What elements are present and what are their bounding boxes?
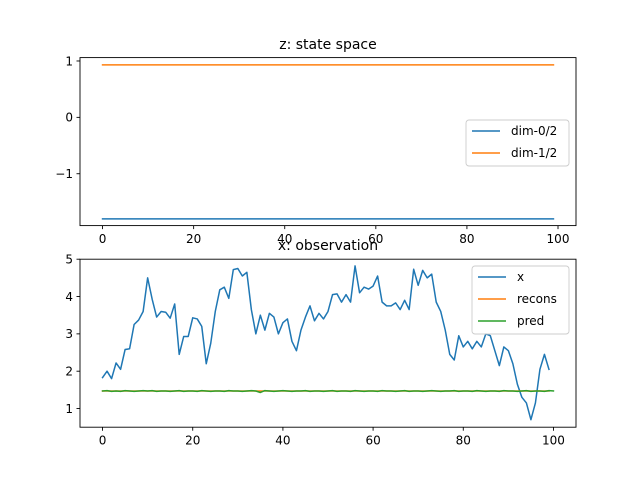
y-tick-label: 3	[65, 327, 73, 341]
legend: x recons pred	[471, 265, 570, 335]
x-tick-label: 80	[459, 232, 474, 246]
plot-lines	[101, 64, 555, 220]
legend: dim-0/2 dim-1/2	[465, 119, 570, 167]
axis-ticks: 0 20 40 60 80 100 5 4 3 2 1	[65, 253, 565, 448]
y-tick-label: 1	[65, 402, 73, 416]
y-tick-label: 4	[65, 290, 73, 304]
axes-frame	[79, 57, 577, 227]
legend-frame	[471, 265, 570, 335]
x-tick-label: 80	[456, 434, 471, 448]
legend-label-recons: recons	[517, 292, 557, 306]
axes-frame	[79, 258, 577, 428]
y-tick-label: −1	[55, 167, 73, 181]
x-tick-label: 0	[99, 434, 107, 448]
x-tick-label: 20	[185, 434, 200, 448]
legend-label-x: x	[517, 270, 524, 284]
axis-ticks: 0 20 40 60 80 100 1 0 −1	[55, 54, 569, 246]
x-tick-label: 60	[365, 434, 380, 448]
x-tick-label: 0	[99, 232, 107, 246]
plot-lines	[101, 265, 555, 421]
x-tick-label: 20	[186, 232, 201, 246]
legend-label-dim-0: dim-0/2	[511, 124, 557, 138]
x-tick-label: 40	[277, 232, 292, 246]
subplot-observation: x: observation 0 20 40 60 80 100 5 4 3 2 1 x recon…	[65, 238, 577, 448]
subplot-title: x: observation	[278, 238, 378, 254]
y-tick-label: 0	[65, 111, 73, 125]
series-line-pred	[101, 389, 555, 394]
x-tick-label: 40	[275, 434, 290, 448]
subplot-state-space: z: state space 0 20 40 60 80 100 1 0 −1 dim-0/2 …	[55, 37, 577, 246]
y-tick-label: 5	[65, 253, 73, 267]
series-line-x	[101, 265, 550, 421]
legend-label-pred: pred	[517, 314, 544, 328]
y-tick-label: 1	[65, 54, 73, 68]
x-tick-label: 60	[368, 232, 383, 246]
x-tick-label: 100	[542, 434, 565, 448]
x-tick-label: 100	[547, 232, 570, 246]
legend-label-dim-1: dim-1/2	[511, 146, 557, 160]
subplot-title: z: state space	[279, 37, 377, 53]
y-tick-label: 2	[65, 365, 73, 379]
